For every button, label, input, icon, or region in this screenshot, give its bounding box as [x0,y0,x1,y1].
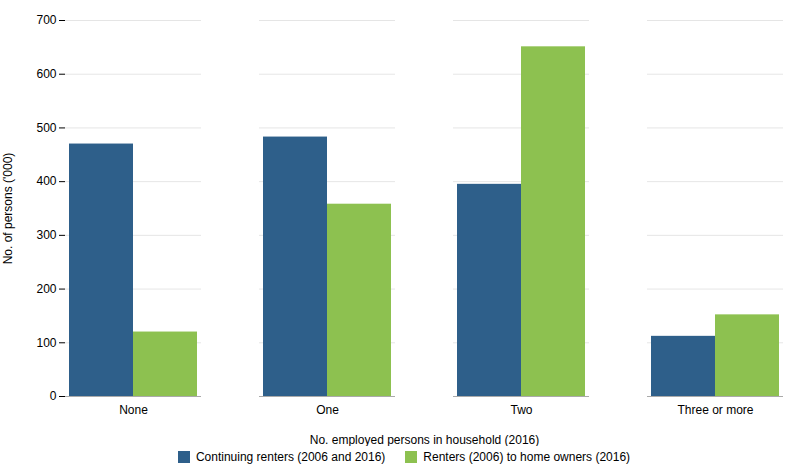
html-text:Continuing renters (2006 and 2: Continuing renters (2006 and 2016) [195,450,386,464]
svg-text:200: 200 [36,282,56,296]
svg-text:Three or more: Three or more [677,403,753,417]
svg-text:Two: Two [510,403,532,417]
svg-text:700: 700 [36,13,56,27]
html-text:Renters (2006) to home owners: Renters (2006) to home owners (2016) [423,450,631,464]
svg-text:600: 600 [36,67,56,81]
svg-text:One: One [316,403,339,417]
svg-text:None: None [119,403,148,417]
svg-text:100: 100 [36,336,56,350]
svg-text:400: 400 [36,174,56,188]
svg-text:300: 300 [36,228,56,242]
svg-text:No. employed persons in househ: No. employed persons in household (2016) [310,433,539,447]
svg-text:0: 0 [50,389,57,403]
svg-text:No. of persons ('000): No. of persons ('000) [1,153,15,265]
svg-text:500: 500 [36,121,56,135]
